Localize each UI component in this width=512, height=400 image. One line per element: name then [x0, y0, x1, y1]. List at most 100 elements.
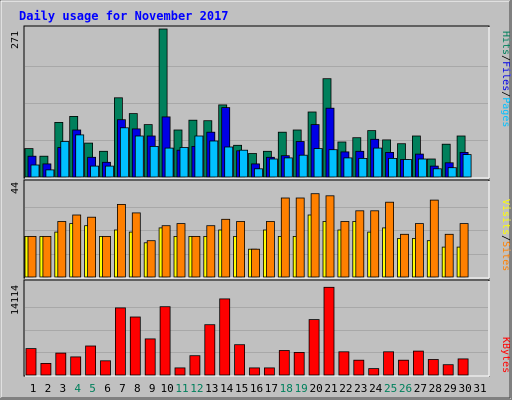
day-label-19: 19 — [295, 382, 308, 395]
bar-sites-day-8 — [131, 212, 141, 278]
day-label-5: 5 — [89, 382, 96, 395]
bar-kbytes-day-28 — [427, 359, 439, 376]
bars — [24, 28, 472, 376]
bar-pages-day-29 — [447, 167, 457, 178]
bar-pages-day-7 — [120, 127, 129, 178]
bar-pages-day-20 — [313, 148, 323, 178]
bar-pages-day-27 — [417, 158, 427, 178]
day-label-28: 28 — [429, 382, 442, 395]
bar-pages-day-16 — [254, 168, 263, 178]
day-label-1: 1 — [30, 382, 37, 395]
bar-kbytes-day-14 — [219, 298, 231, 376]
day-label-13: 13 — [205, 382, 218, 395]
bar-pages-day-8 — [134, 135, 144, 178]
bar-sites-day-19 — [295, 197, 305, 278]
bar-sites-day-13 — [206, 225, 216, 278]
panel-frame-top — [23, 25, 490, 179]
bar-sites-day-11 — [176, 223, 186, 278]
bar-sites-day-12 — [191, 235, 201, 278]
bar-kbytes-day-24 — [368, 368, 380, 376]
bar-sites-day-26 — [400, 233, 409, 278]
bar-sites-day-9 — [146, 240, 156, 278]
top-panel-ymax-label: 271 — [10, 31, 21, 49]
day-label-17: 17 — [265, 382, 278, 395]
bar-kbytes-day-22 — [338, 351, 350, 376]
day-label-21: 21 — [324, 382, 337, 395]
bar-kbytes-day-10 — [159, 306, 171, 376]
bar-kbytes-day-19 — [293, 351, 305, 376]
bar-sites-day-4 — [72, 214, 82, 278]
bar-kbytes-day-2 — [40, 362, 52, 376]
bar-sites-day-5 — [87, 216, 96, 278]
bar-sites-day-18 — [280, 197, 290, 278]
bar-kbytes-day-6 — [100, 360, 111, 376]
bar-kbytes-day-25 — [383, 351, 395, 376]
bar-pages-day-14 — [224, 146, 234, 178]
legend-bottom: KBytes — [500, 337, 511, 373]
day-label-8: 8 — [134, 382, 141, 395]
legend-sep-1: / — [500, 55, 511, 61]
bar-kbytes-day-11 — [174, 367, 186, 376]
bar-sites-day-24 — [370, 210, 380, 278]
bar-pages-day-15 — [239, 149, 249, 178]
bar-kbytes-day-21 — [323, 286, 335, 376]
bar-kbytes-day-9 — [144, 338, 156, 376]
bar-sites-day-2 — [42, 235, 52, 278]
day-label-24: 24 — [369, 382, 383, 395]
bar-pages-day-18 — [283, 157, 293, 178]
day-label-30: 30 — [458, 382, 471, 395]
day-label-4: 4 — [74, 382, 81, 395]
day-label-3: 3 — [59, 382, 66, 395]
day-label-23: 23 — [354, 382, 367, 395]
bar-kbytes-day-16 — [249, 367, 260, 376]
bar-pages-day-11 — [179, 147, 189, 178]
bar-pages-day-23 — [358, 157, 368, 178]
bar-pages-day-5 — [90, 165, 99, 178]
day-label-27: 27 — [414, 382, 427, 395]
legend-sites: Sites — [500, 241, 511, 271]
bar-pages-day-3 — [60, 141, 70, 178]
bar-kbytes-day-20 — [308, 319, 320, 376]
day-label-14: 14 — [220, 382, 234, 395]
bar-kbytes-day-4 — [70, 356, 82, 376]
bar-kbytes-day-17 — [263, 367, 275, 376]
bar-kbytes-day-5 — [85, 345, 96, 376]
bar-pages-day-4 — [75, 134, 85, 178]
bar-pages-day-17 — [268, 158, 278, 178]
day-labels: 1 2 3 4 5 6 7 8 9 10 11 12 13 14 15 16 17 18 19 20 21 22 23 24 2… — [30, 382, 487, 395]
bar-sites-day-16 — [251, 248, 260, 278]
bar-sites-day-20 — [310, 193, 320, 278]
bar-pages-day-1 — [30, 164, 40, 178]
bar-sites-day-7 — [117, 203, 126, 278]
bar-sites-day-15 — [236, 221, 246, 278]
bar-pages-day-12 — [194, 135, 204, 178]
bar-sites-day-30 — [459, 223, 469, 278]
day-label-9: 9 — [149, 382, 156, 395]
panel-frame-bottom — [23, 279, 490, 377]
day-label-2: 2 — [45, 382, 52, 395]
day-label-20: 20 — [309, 382, 322, 395]
bar-kbytes-day-8 — [129, 316, 141, 376]
bar-sites-day-10 — [161, 225, 171, 278]
bar-kbytes-day-27 — [412, 350, 424, 376]
bar-kbytes-day-13 — [204, 324, 216, 376]
day-label-12: 12 — [190, 382, 203, 395]
day-label-6: 6 — [104, 382, 111, 395]
bar-pages-day-13 — [209, 140, 219, 178]
bar-pages-day-22 — [343, 157, 353, 178]
bar-pages-day-10 — [164, 147, 174, 178]
bar-pages-day-28 — [432, 168, 442, 178]
day-label-16: 16 — [250, 382, 263, 395]
day-label-29: 29 — [444, 382, 457, 395]
bar-pages-day-9 — [149, 145, 159, 178]
bar-sites-day-17 — [265, 221, 275, 278]
day-label-31: 31 — [473, 382, 486, 395]
bar-sites-day-28 — [429, 199, 439, 278]
bar-pages-day-26 — [403, 159, 412, 178]
day-label-11: 11 — [175, 382, 188, 395]
bottom-panel-ymax-label: 14114 — [10, 285, 21, 315]
bar-kbytes-day-1 — [25, 348, 37, 376]
legend-files: Files — [500, 61, 511, 91]
bar-pages-day-19 — [298, 154, 308, 178]
